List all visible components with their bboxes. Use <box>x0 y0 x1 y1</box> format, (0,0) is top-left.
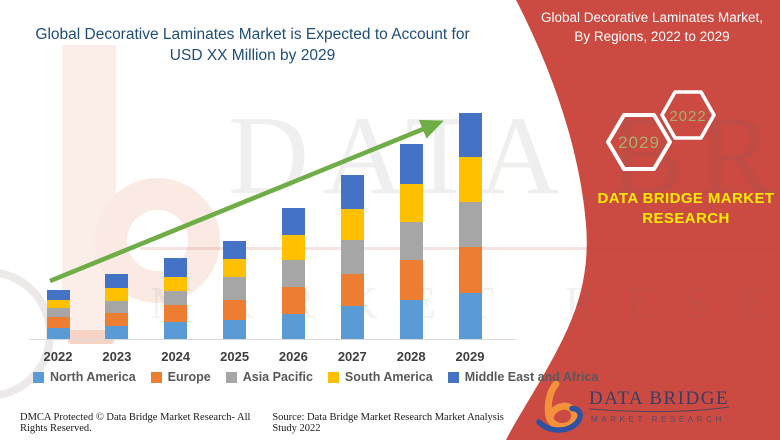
legend-item-asia-pacific: Asia Pacific <box>225 370 313 384</box>
watermark-horizontal-line <box>140 247 780 250</box>
hexagon-2022-label: 2022 <box>669 108 706 125</box>
logo-name-text: DATA BRIDGE <box>589 388 729 409</box>
legend-item-south-america: South America <box>327 370 433 384</box>
footer-dmca-text: DMCA Protected © Data Bridge Market Rese… <box>20 412 251 434</box>
databridge-logo: DATA BRIDGE MARKET RESEARCH <box>536 380 730 433</box>
legend-item-middle-east-and-africa: Middle East and Africa <box>447 370 599 384</box>
chart-title-line2: USD XX Million by 2029 <box>169 47 336 64</box>
band-header-line1: Global Decorative Laminates Market, <box>540 10 764 25</box>
brand-text-line1: DATA BRIDGE MARKET <box>597 190 775 207</box>
legend-label: South America <box>344 370 433 384</box>
brand-text-line2: RESEARCH <box>642 210 730 227</box>
footer-source-text: Source: Data Bridge Market Research Mark… <box>272 412 504 434</box>
legend-swatch <box>447 371 459 383</box>
brand-text: DATA BRIDGE MARKET RESEARCH <box>583 189 780 229</box>
legend-label: North America <box>50 370 136 384</box>
logo-subname-text: MARKET RESEARCH <box>591 415 725 424</box>
hexagon-2022-outline <box>660 90 716 140</box>
legend-label: Asia Pacific <box>242 370 313 384</box>
band-header-line2: By Regions, 2022 to 2029 <box>574 29 730 44</box>
legend-label: Europe <box>167 370 211 384</box>
footer: DMCA Protected © Data Bridge Market Rese… <box>20 412 506 434</box>
legend-swatch <box>327 371 339 383</box>
hexagon-2029-outline <box>606 113 672 171</box>
year-hexagons: 2029 2022 <box>606 90 716 171</box>
logo-b-orange <box>544 380 578 431</box>
chart-title: Global Decorative Laminates Market is Ex… <box>0 24 505 66</box>
legend-swatch <box>150 371 162 383</box>
legend-label: Middle East and Africa <box>464 370 599 384</box>
legend-item-north-america: North America <box>33 370 136 384</box>
legend-swatch <box>33 371 44 383</box>
legend: North America Europe Asia Pacific South Ame… <box>33 370 598 384</box>
legend-swatch <box>225 371 237 383</box>
watermark-text-row2: MARKET RESEARCH <box>150 277 780 328</box>
logo-swoosh-blue <box>536 405 583 433</box>
legend-item-europe: Europe <box>150 370 211 384</box>
watermark-b-foot <box>68 330 114 344</box>
band-header: Global Decorative Laminates Market, By R… <box>528 8 776 46</box>
hexagon-2029-label: 2029 <box>618 133 660 152</box>
x-axis-line <box>30 339 516 340</box>
chart-title-line1: Global Decorative Laminates Market is Ex… <box>35 26 470 43</box>
